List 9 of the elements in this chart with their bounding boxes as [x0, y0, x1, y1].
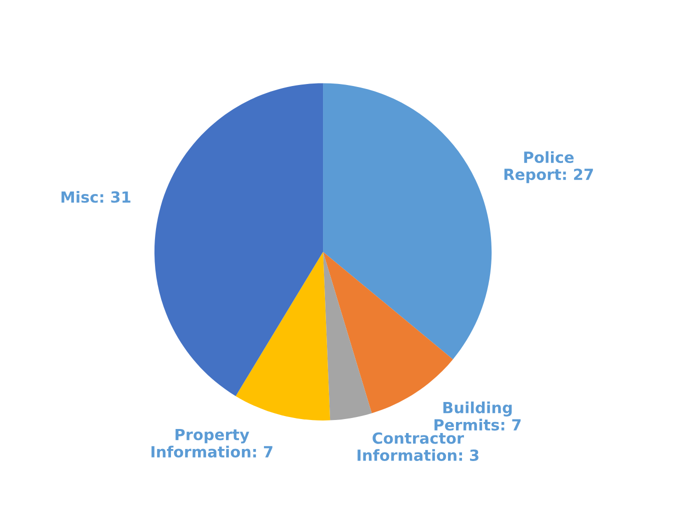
- pie-slice: [154, 83, 324, 396]
- pie-slice: [323, 252, 372, 420]
- pie-slice: [236, 252, 330, 420]
- slice-label: Police Report: 27: [504, 151, 593, 184]
- slice-label: Misc: 31: [62, 190, 130, 203]
- slice-label: Property Information: 7: [152, 428, 272, 458]
- slice-label: Contractor Information: 3: [358, 432, 478, 461]
- slice-label: Building Permits: 7: [434, 402, 521, 431]
- pie-slice: [323, 83, 492, 360]
